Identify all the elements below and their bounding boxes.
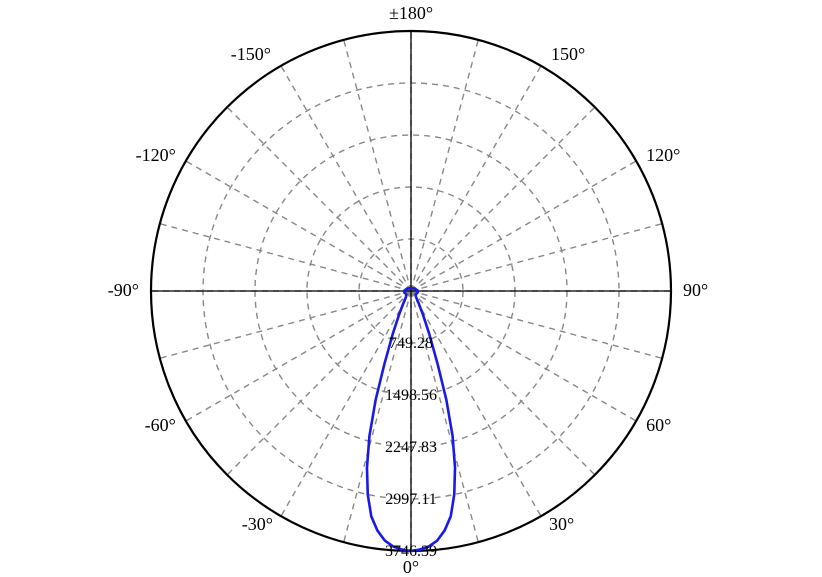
radial-label: 749.28 <box>389 335 433 352</box>
angle-label: -30° <box>242 514 273 534</box>
angle-label: ±180° <box>389 3 433 23</box>
radial-label: 3746.39 <box>385 543 437 560</box>
angle-label: -60° <box>145 415 176 435</box>
angle-label: -150° <box>231 44 271 64</box>
angle-label: 0° <box>403 557 419 577</box>
radial-label: 2247.83 <box>385 439 437 456</box>
angle-label: 30° <box>549 514 574 534</box>
angle-label: -120° <box>136 145 176 165</box>
angle-label: 120° <box>646 145 680 165</box>
angle-label: 90° <box>683 280 708 300</box>
angle-label: 60° <box>646 415 671 435</box>
angle-label: 150° <box>551 44 585 64</box>
angle-label: -90° <box>108 280 139 300</box>
radial-label: 1498.56 <box>385 387 437 404</box>
radial-label: 2997.11 <box>385 491 436 508</box>
polar-chart: ±180° 150° 120° 90° 60° 30° 0° -30° -60° -90° -120… <box>0 0 822 577</box>
